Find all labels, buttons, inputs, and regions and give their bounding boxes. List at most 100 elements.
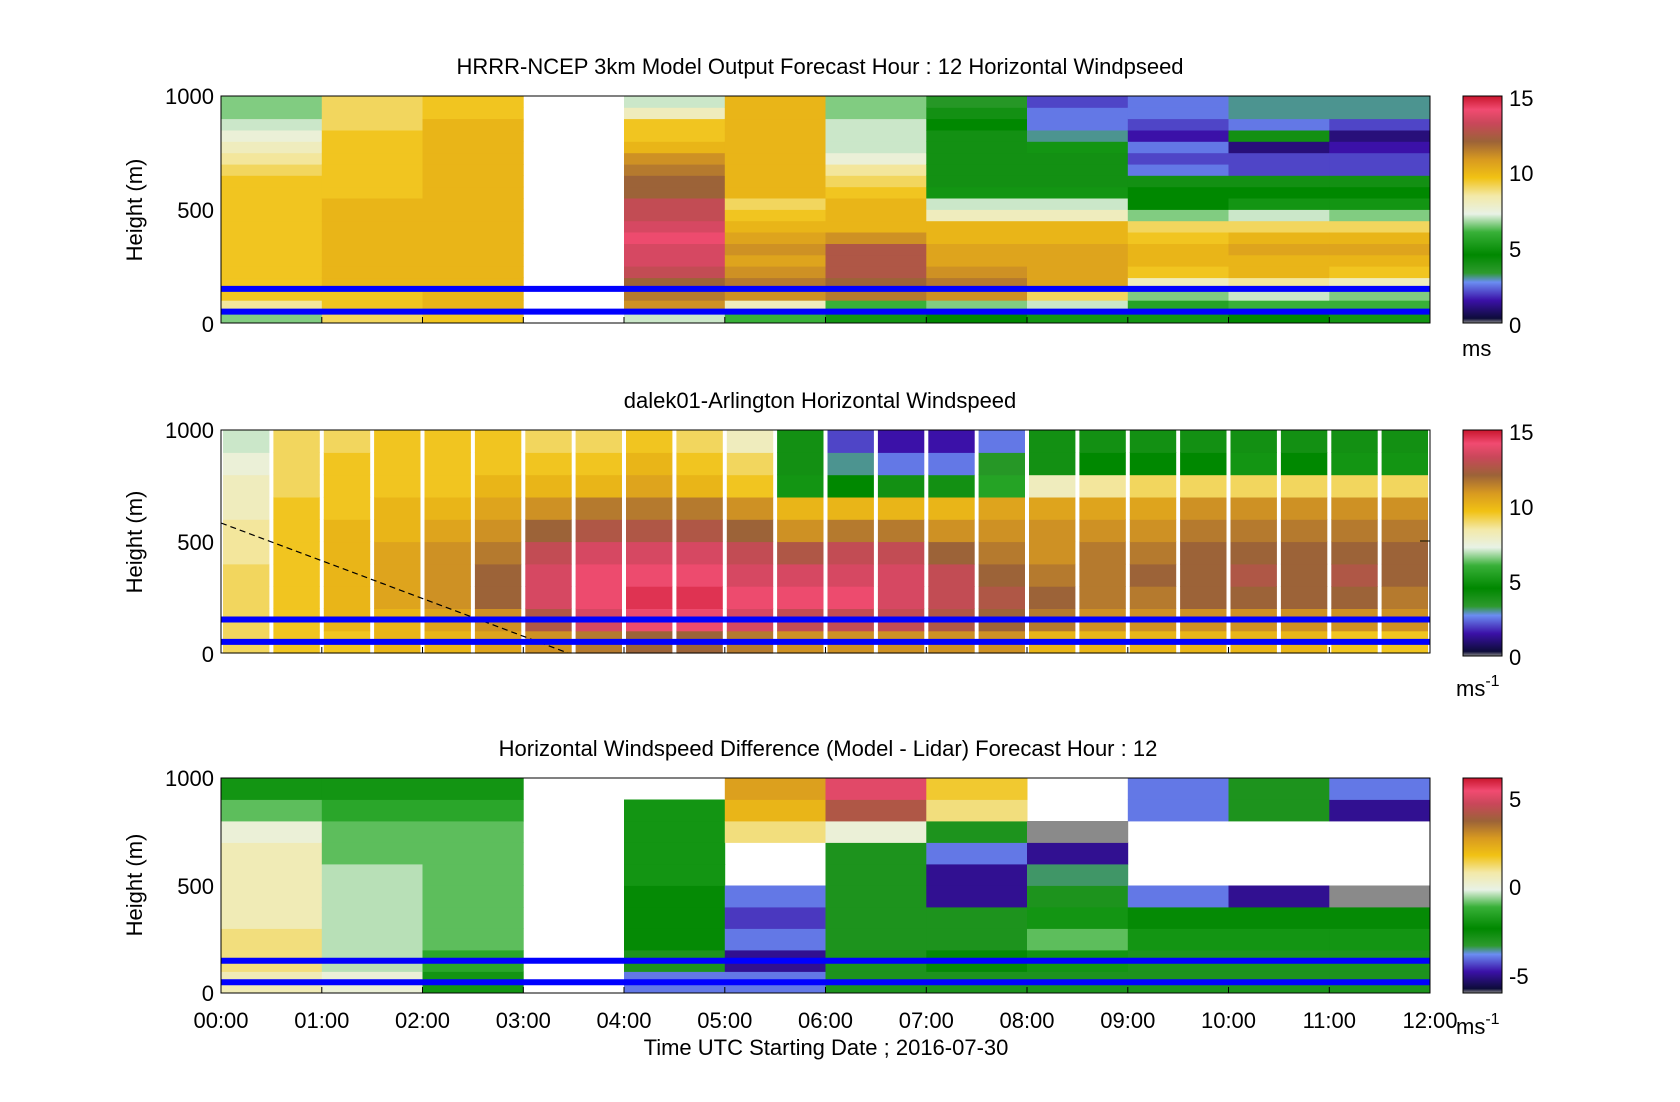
model-cell: [624, 130, 726, 142]
model-cell: [1027, 107, 1129, 120]
model-cell: [926, 107, 1028, 120]
model-cell: [825, 243, 927, 256]
difference-cell: [321, 885, 423, 908]
model-cell: [926, 254, 1028, 267]
xtick-label: 11:00: [1303, 1008, 1356, 1033]
lidar-cell: [676, 519, 723, 543]
lidar-cell: [1079, 496, 1126, 520]
model-cell: [724, 152, 826, 165]
lidar-cell: [928, 586, 975, 609]
lidar-cell: [777, 563, 824, 587]
model-cell: [926, 243, 1028, 256]
lidar-cell: [273, 430, 320, 453]
lidar-cell: [1381, 474, 1428, 498]
lidar-cell: [1180, 563, 1227, 587]
model-cell: [422, 186, 524, 199]
difference-cell: [321, 799, 423, 822]
lidar-cell: [1331, 586, 1378, 609]
lidar-xticks: [220, 647, 1431, 653]
difference-ytick-500: 500: [177, 874, 214, 899]
model-cell: [1127, 288, 1229, 301]
model-cell: [825, 277, 927, 290]
lidar-cell: [1180, 519, 1227, 543]
model-cell: [1228, 220, 1330, 233]
difference-cell: [624, 907, 726, 929]
difference-cell: [926, 799, 1028, 822]
lidar-cell: [323, 519, 371, 543]
model-cell: [422, 198, 524, 210]
difference-cell: [422, 928, 524, 951]
difference-cell: [321, 928, 423, 951]
difference-cell: [1027, 928, 1129, 951]
model-cell: [1127, 266, 1229, 279]
lidar-cell: [978, 430, 1025, 453]
difference-cell: [1027, 907, 1129, 929]
lidar-cell: [877, 430, 925, 453]
xtick-label: 12:00: [1402, 1008, 1457, 1033]
model-cell: [1228, 277, 1330, 290]
xtick-label: 07:00: [899, 1008, 954, 1033]
lidar-cell: [1079, 452, 1126, 476]
model-cell: [321, 277, 423, 290]
lidar-cell: [525, 430, 572, 453]
model-cell: [724, 209, 826, 222]
model-cell: [1127, 175, 1229, 188]
lidar-cell: [1280, 541, 1328, 565]
difference-cell: [825, 778, 927, 800]
lidar-cell: [1029, 541, 1076, 565]
lidar-cell: [626, 563, 673, 587]
lidar-cell: [1381, 541, 1428, 565]
model-cell: [1027, 198, 1129, 210]
model-cell: [1127, 277, 1229, 290]
xtick-label: 04:00: [596, 1008, 651, 1033]
lidar-cell: [726, 430, 774, 453]
model-cell: [624, 118, 726, 131]
model-cbar-tick-10: 10: [1509, 161, 1533, 186]
panel-model: HRRR-NCEP 3km Model Output Forecast Hour…: [122, 54, 1533, 361]
lidar-cell: [827, 519, 874, 543]
model-cell: [926, 209, 1028, 222]
model-xticks: [220, 317, 1431, 323]
model-cell: [422, 130, 524, 142]
model-cell: [422, 118, 524, 131]
lidar-cell: [726, 586, 774, 609]
lidar-cell: [928, 496, 975, 520]
difference-cell: [321, 842, 423, 865]
lidar-cell: [1331, 474, 1378, 498]
lidar-cell: [1381, 496, 1428, 520]
model-cell: [1027, 277, 1129, 290]
difference-ytick-1000: 1000: [165, 766, 214, 791]
lidar-cell: [726, 452, 774, 476]
model-cell: [422, 266, 524, 279]
lidar-cell: [525, 496, 572, 520]
model-cell: [221, 164, 323, 176]
lidar-cell: [1180, 586, 1227, 609]
lidar-cell: [273, 563, 320, 587]
lidar-cell: [1180, 452, 1227, 476]
model-height-lines: [221, 285, 1430, 315]
lidar-cell: [424, 541, 471, 565]
lidar-cell: [1331, 519, 1378, 543]
lidar-cell: [273, 519, 320, 543]
lidar-cell: [1280, 430, 1328, 453]
lidar-cell: [1230, 586, 1277, 609]
lidar-cell: [424, 586, 471, 609]
model-cell: [221, 141, 323, 154]
lidar-cell: [374, 541, 421, 565]
model-cell: [825, 266, 927, 279]
lidar-cell: [223, 519, 270, 543]
model-cell: [1329, 311, 1431, 324]
model-cell: [724, 288, 826, 301]
lidar-dashed-line: [220, 522, 569, 654]
lidar-cell: [827, 586, 874, 609]
model-cell: [926, 277, 1028, 290]
xtick-label: 06:00: [798, 1008, 853, 1033]
model-cell: [1027, 220, 1129, 233]
lidar-cell: [525, 586, 572, 609]
difference-cell: [624, 885, 726, 908]
difference-cell: [724, 928, 826, 951]
lidar-cell: [726, 496, 774, 520]
model-cell: [1127, 186, 1229, 199]
lidar-cell: [978, 519, 1025, 543]
difference-cell: [422, 885, 524, 908]
